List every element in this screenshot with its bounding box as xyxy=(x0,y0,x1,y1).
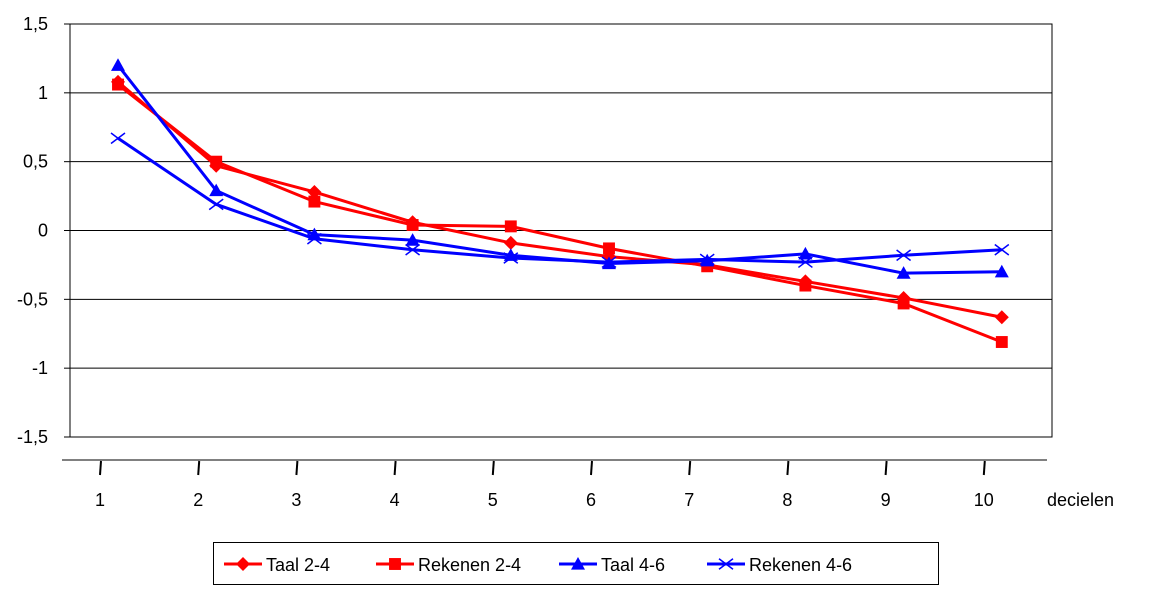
data-point xyxy=(994,310,1009,325)
gridlines xyxy=(70,92,1052,369)
data-point xyxy=(601,256,617,269)
data-point xyxy=(208,198,224,211)
legend-item: Taal 2-4 xyxy=(224,555,330,575)
x-tick-label: 6 xyxy=(586,490,596,510)
data-point xyxy=(994,243,1010,256)
legend-item: Taal 4-6 xyxy=(559,555,665,575)
y-tick-label: 0,5 xyxy=(23,152,48,172)
data-point xyxy=(306,232,322,245)
data-point xyxy=(718,558,734,570)
data-point xyxy=(994,264,1009,278)
x-tick-label: 2 xyxy=(193,490,203,510)
x-tick xyxy=(590,460,593,476)
y-tick-label: -0,5 xyxy=(17,289,48,309)
x-axis-label: decielen xyxy=(1047,490,1114,510)
data-point xyxy=(236,557,250,571)
series-layer xyxy=(110,58,1010,348)
x-tick xyxy=(688,460,692,476)
data-point xyxy=(112,78,124,91)
x-tick xyxy=(295,460,299,476)
legend-item: Rekenen 4-6 xyxy=(707,555,852,575)
series-line xyxy=(117,80,1003,319)
x-tick xyxy=(197,460,201,476)
x-tick xyxy=(786,460,790,476)
x-tick-label: 10 xyxy=(974,490,994,510)
x-tick-label: 3 xyxy=(291,490,301,510)
x-tick xyxy=(884,460,888,476)
x-tick-label: 1 xyxy=(95,490,105,510)
data-point xyxy=(503,235,518,250)
data-point xyxy=(209,183,224,197)
legend-label: Taal 2-4 xyxy=(266,555,330,575)
data-point xyxy=(995,336,1008,348)
data-point xyxy=(797,256,813,269)
data-point xyxy=(110,132,126,145)
legend-item: Rekenen 2-4 xyxy=(376,555,521,575)
data-point xyxy=(307,184,322,199)
data-point xyxy=(603,242,615,255)
y-tick-label: 1,5 xyxy=(23,14,48,34)
series-line xyxy=(117,83,1003,344)
x-tick-label: 8 xyxy=(782,490,792,510)
data-point xyxy=(111,58,125,71)
legend-label: Taal 4-6 xyxy=(601,555,665,575)
series-line xyxy=(117,137,1002,264)
legend-label: Rekenen 2-4 xyxy=(418,555,521,575)
x-tick-label: 7 xyxy=(684,490,694,510)
data-point xyxy=(389,558,401,570)
y-axis-ticks: 1,5 1 0,5 0 -0,5 -1 -1,5 xyxy=(17,14,70,447)
legend-items: Taal 2-4 Rekenen 2-4 Taal 4-6 Rekenen 4-6 xyxy=(224,555,852,575)
data-point xyxy=(897,297,910,310)
series-rekenen-4-6 xyxy=(110,132,1010,269)
data-point xyxy=(798,246,813,260)
x-axis: 1 2 3 4 5 6 7 8 9 10 xyxy=(62,459,1047,510)
data-point xyxy=(308,195,321,208)
data-point xyxy=(896,249,912,262)
data-point xyxy=(503,252,519,264)
data-point xyxy=(405,233,420,246)
x-tick xyxy=(393,460,397,476)
y-tick-label: 0 xyxy=(38,221,48,241)
legend-label: Rekenen 4-6 xyxy=(749,555,852,575)
y-tick-label: 1 xyxy=(38,83,48,103)
legend: Taal 2-4 Rekenen 2-4 Taal 4-6 Rekenen 4-6 xyxy=(213,542,939,585)
data-point xyxy=(406,219,419,231)
y-tick-label: -1,5 xyxy=(17,427,48,447)
y-tick-label: -1 xyxy=(32,358,48,378)
data-point xyxy=(405,243,421,256)
data-point xyxy=(896,266,911,279)
data-point xyxy=(699,253,715,266)
data-point xyxy=(799,279,812,292)
data-point xyxy=(210,155,223,168)
x-tick-label: 9 xyxy=(881,490,891,510)
x-tick-label: 5 xyxy=(488,490,498,510)
data-point xyxy=(571,557,585,570)
x-tick xyxy=(491,460,495,476)
x-tick-label: 4 xyxy=(390,490,400,510)
x-tick xyxy=(982,460,986,476)
x-tick xyxy=(99,460,102,476)
data-point xyxy=(504,220,517,233)
